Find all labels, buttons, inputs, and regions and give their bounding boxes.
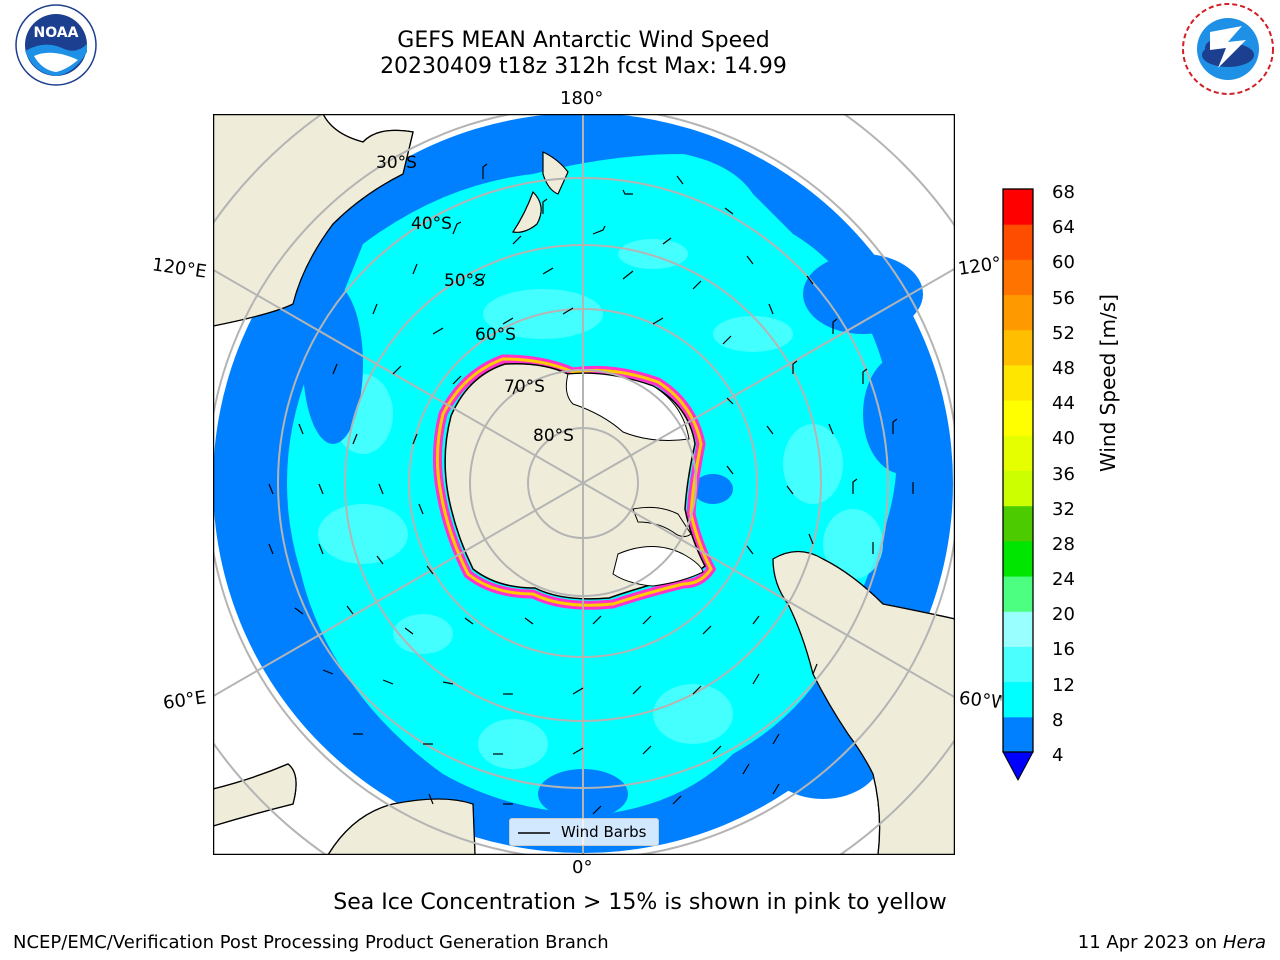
- lat-label-60: 60°S: [475, 325, 516, 345]
- map-legend: Wind Barbs: [509, 818, 659, 846]
- colorbar-tick-label: 4: [1052, 745, 1064, 766]
- lat-label-80: 80°S: [533, 426, 574, 446]
- colorbar-bin: [1003, 576, 1033, 612]
- colorbar-bin: [1003, 435, 1033, 471]
- lon-label-60w: 60°W: [958, 687, 1002, 714]
- colorbar-bin: [1003, 364, 1033, 401]
- lon-label-120e: 120°E: [150, 254, 208, 283]
- legend-label: Wind Barbs: [561, 823, 647, 841]
- footer-machine: Hera: [1222, 932, 1266, 953]
- colorbar-bin: [1003, 611, 1033, 647]
- footer-date-text: 11 Apr 2023 on: [1077, 932, 1223, 953]
- colorbar-bin: [1003, 259, 1033, 296]
- map-subtitle: 20230409 t18z 312h fcst Max: 14.99: [380, 54, 787, 79]
- wind-barb-legend-line: [518, 832, 550, 834]
- colorbar-tick-label: 48: [1052, 357, 1075, 379]
- colorbar-bin: [1003, 646, 1033, 683]
- noaa-logo-text: NOAA: [34, 25, 79, 41]
- map-frame: [213, 114, 955, 855]
- colorbar-tick-label: 64: [1052, 217, 1075, 239]
- colorbar-tick-label: 24: [1052, 569, 1075, 591]
- colorbar-bin: [1003, 681, 1033, 718]
- footer-credit: NCEP/EMC/Verification Post Processing Pr…: [13, 932, 609, 953]
- lon-label-120w: 120°W: [956, 253, 1002, 280]
- polar-map: 30°S 40°S 50°S 60°S 70°S 80°S: [213, 114, 955, 855]
- lon-label-60e: 60°E: [161, 687, 208, 714]
- colorbar-bin: [1003, 294, 1033, 331]
- footer-date: 11 Apr 2023 on Hera: [1078, 932, 1266, 953]
- lat-label-30: 30°S: [376, 153, 417, 173]
- colorbar-tick-label: 40: [1052, 428, 1075, 450]
- colorbar-bin: [1003, 505, 1033, 542]
- colorbar-tick-label: 12: [1052, 674, 1075, 696]
- latitude-labels: 30°S 40°S 50°S 60°S 70°S 80°S: [376, 153, 574, 446]
- lat-label-40: 40°S: [411, 214, 452, 234]
- colorbar-tick-label: 52: [1052, 322, 1075, 344]
- noaa-logo: NOAA: [15, 4, 97, 86]
- colorbar-bin: [1003, 470, 1033, 507]
- antarctica: [444, 362, 706, 600]
- colorbar-extend-arrow: [1002, 751, 1034, 782]
- colorbar-tick-label: 8: [1052, 709, 1064, 731]
- colorbar-bin: [1003, 716, 1033, 753]
- wind-barbs: [268, 163, 914, 815]
- sea-ice-caption: Sea Ice Concentration > 15% is shown in …: [333, 890, 947, 915]
- colorbar-label: Wind Speed [m/s]: [1096, 294, 1120, 472]
- colorbar-tick-label: 16: [1052, 639, 1075, 661]
- colorbar-tick-label: 36: [1052, 463, 1075, 485]
- colorbar-bin: [1003, 400, 1033, 436]
- colorbar-tick-label: 32: [1052, 498, 1075, 520]
- colorbar-bin: [1003, 224, 1033, 260]
- colorbar-tick-label: 56: [1052, 287, 1075, 309]
- lat-label-50: 50°S: [444, 271, 485, 291]
- colorbar-tick-label: 44: [1052, 393, 1075, 415]
- graticule: [213, 114, 955, 855]
- colorbar-tick-label: 68: [1052, 182, 1075, 203]
- colorbar-tick-label: 60: [1052, 252, 1075, 274]
- colorbar: [1002, 188, 1034, 782]
- lon-label-0: 0°: [572, 857, 593, 878]
- lat-label-70: 70°S: [504, 377, 545, 397]
- lon-label-180: 180°: [560, 88, 604, 109]
- colorbar-bin: [1003, 540, 1033, 577]
- colorbar-tick-label: 28: [1052, 533, 1075, 555]
- nws-logo: [1182, 3, 1274, 95]
- colorbar-bin: [1003, 189, 1033, 225]
- map-title: GEFS MEAN Antarctic Wind Speed: [397, 28, 770, 53]
- colorbar-bin: [1003, 329, 1033, 366]
- sea-ice-edge: [432, 354, 717, 610]
- colorbar-tick-label: 20: [1052, 604, 1075, 626]
